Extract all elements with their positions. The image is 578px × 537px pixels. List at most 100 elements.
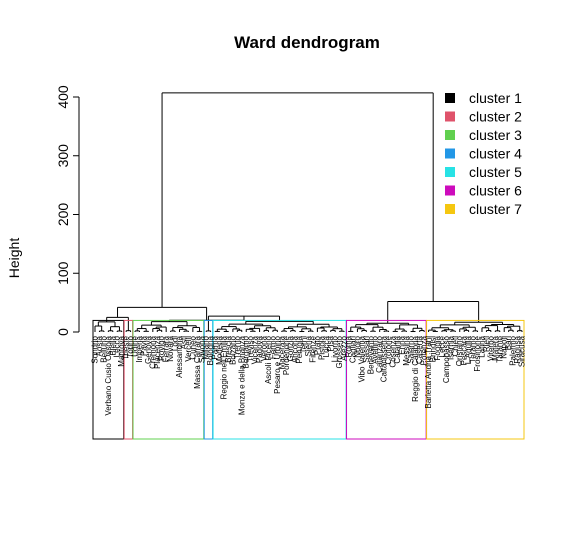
- leaf-label-25: Milano: [202, 335, 211, 359]
- legend-entry-7: cluster 7: [469, 201, 522, 217]
- leaf-label-45: Ancona: [291, 335, 300, 363]
- leaf-label-46: Perugia: [295, 335, 304, 363]
- leaf-label-43: Pordenone: [282, 335, 291, 375]
- leaf-label-31: Bolzano: [228, 335, 237, 364]
- y-axis: 0 100 200 300 400: [55, 85, 80, 336]
- leaf-label-81: Chieti: [451, 336, 460, 357]
- leaf-label-0: Sondrio: [91, 335, 100, 363]
- leaf-label-12: Genova: [144, 335, 153, 364]
- leaf-label-69: Enna: [397, 335, 406, 354]
- leaf-label-23: Massa Carrara: [193, 335, 202, 388]
- legend-swatch-7: [445, 204, 455, 214]
- leaf-label-63: Avellino: [371, 335, 380, 363]
- leaf-label-59: Nuoro: [353, 335, 362, 357]
- leaf-label-92: Napoli: [500, 336, 509, 359]
- leaf-label-4: Biella: [108, 335, 117, 355]
- legend-entry-1: cluster 1: [469, 90, 522, 106]
- leaf-label-33: Monza e della Brianza: [237, 335, 246, 415]
- leaf-label-14: Piacenza: [153, 335, 162, 368]
- leaf-label-80: Isernia: [446, 335, 455, 360]
- leaf-label-77: Foggia: [433, 335, 442, 360]
- leaf-label-42: Macerata: [277, 335, 286, 369]
- y-tick-label-3: 300: [55, 144, 71, 168]
- leaf-label-68: Catania: [393, 335, 402, 363]
- leaf-label-11: Pavia: [139, 335, 148, 356]
- leaf-label-76: Brindisi: [429, 336, 438, 362]
- leaf-label-9: Udine: [131, 335, 140, 356]
- leaf-label-30: Brescia: [224, 335, 233, 362]
- leaf-label-51: Pistoia: [317, 335, 326, 360]
- leaf-label-60: Vibo Valentia: [357, 335, 366, 382]
- leaf-label-73: Caserta: [415, 335, 424, 364]
- leaf-label-96: Siracusa: [518, 335, 527, 367]
- leaf-label-56: Arezzo: [340, 335, 349, 360]
- leaf-label-50: Prato: [313, 335, 322, 355]
- leaf-label-24: Savona: [197, 335, 206, 363]
- leaf-label-20: Asti: [179, 336, 188, 350]
- leaf-label-35: Treviso: [246, 335, 255, 361]
- leaf-label-72: Reggio di Calabria: [411, 335, 420, 401]
- legend-swatch-2: [445, 111, 455, 122]
- leaf-label-67: Cosenza: [389, 335, 398, 367]
- leaf-label-94: Palermo: [509, 335, 518, 365]
- legend-entry-3: cluster 3: [469, 127, 522, 143]
- leaf-label-26: Bologna: [206, 335, 215, 365]
- leaf-label-6: Mantova: [117, 335, 126, 366]
- leaf-label-57: Roma: [344, 335, 353, 357]
- leaf-label-91: Taranto: [495, 335, 504, 362]
- leaf-label-18: Lodi: [171, 336, 180, 351]
- y-axis-label: Height: [6, 238, 22, 279]
- leaf-label-47: Terni: [300, 336, 309, 354]
- y-tick-label-0: 0: [55, 328, 71, 336]
- leaf-label-15: Rovigo: [157, 335, 166, 360]
- leaf-label-86: Frosinone: [473, 335, 482, 371]
- leaf-label-55: Grosseto: [335, 335, 344, 368]
- leaf-label-5: Lecco: [113, 335, 122, 357]
- leaf-label-79: Campobasso: [442, 335, 451, 383]
- dendrogram-tree: [94, 92, 523, 333]
- leaf-label-48: Siena: [304, 335, 313, 356]
- leaf-label-22: Cuneo: [188, 335, 197, 359]
- leaf-label-37: Padova: [255, 335, 264, 363]
- y-tick-label-1: 100: [55, 261, 71, 285]
- leaf-label-65: Caltanissetta: [380, 335, 389, 382]
- leaf-label-21: Vercelli: [184, 336, 193, 362]
- leaf-label-52: Lucca: [322, 335, 331, 357]
- leaf-label-2: Belluno: [99, 335, 108, 362]
- cluster-box-7: [426, 319, 525, 440]
- leaf-label-88: Rieti: [482, 336, 491, 352]
- leaf-label-54: Livorno: [331, 335, 340, 362]
- leaf-label-19: Alessandria: [175, 335, 184, 377]
- legend-swatch-3: [445, 130, 455, 140]
- leaf-label-89: Viterbo: [486, 335, 495, 361]
- leaf-label-28: Modena: [215, 335, 224, 364]
- leaf-label-82: Oristano: [455, 335, 464, 366]
- leaf-label-8: Torino: [126, 335, 135, 357]
- leaf-label-66: Crotone: [384, 335, 393, 364]
- cluster-boxes: [92, 319, 525, 440]
- legend: cluster 1 cluster 2 cluster 3 cluster 4 clus…: [445, 90, 522, 217]
- leaf-label-64: Catanzaro: [375, 335, 384, 372]
- leaf-label-74: Potenza: [420, 335, 429, 365]
- leaf-label-53: Pisa: [326, 335, 335, 351]
- leaf-label-85: Teramo: [469, 335, 478, 362]
- leaf-label-32: Trento: [233, 335, 242, 358]
- leaf-label-1: Aosta: [95, 335, 104, 356]
- leaf-label-29: Reggio nell'Emilia: [219, 335, 228, 399]
- leaf-label-39: Ascoli Piceno: [264, 335, 273, 384]
- leaf-label-78: Lecce: [437, 335, 446, 357]
- leaf-label-38: Verona: [260, 335, 269, 361]
- legend-swatch-4: [445, 148, 455, 159]
- leaf-label-84: L'Aquila: [464, 335, 473, 364]
- leaf-label-58: Cagliari: [348, 336, 357, 363]
- leaf-label-61: Sassari: [362, 336, 371, 363]
- leaf-label-62: Benevento: [366, 335, 375, 374]
- leaf-label-7: Trieste: [122, 335, 131, 360]
- leaf-label-90: Matera: [491, 335, 500, 360]
- leaf-label-95: Ragusa: [513, 335, 522, 363]
- leaf-label-41: Pesaro e Urbino: [273, 335, 282, 393]
- y-tick-label-2: 200: [55, 203, 71, 227]
- leaf-label-44: Gorizia: [286, 335, 295, 361]
